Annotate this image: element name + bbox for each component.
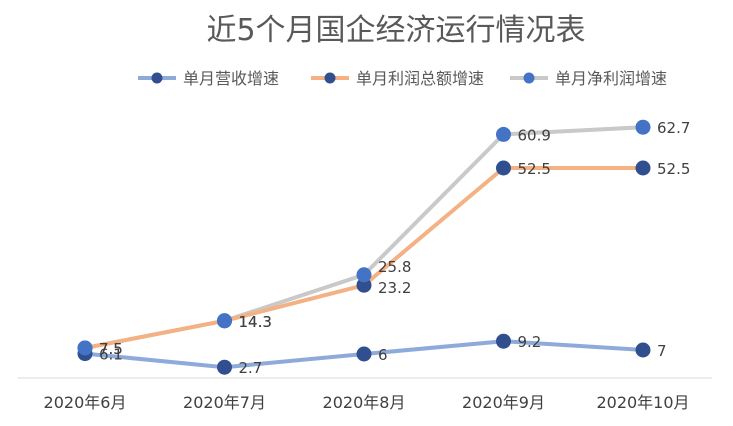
legend-swatch-marker bbox=[151, 72, 163, 84]
chart-title: 近5个月国企经济运行情况表 bbox=[206, 13, 585, 48]
data-label: 14.3 bbox=[239, 313, 272, 331]
data-label: 14.3 bbox=[239, 313, 272, 331]
data-point bbox=[496, 160, 511, 176]
data-label: 7 bbox=[657, 342, 667, 360]
data-label: 62.7 bbox=[657, 119, 690, 137]
x-tick-label: 2020年10月 bbox=[596, 393, 689, 412]
data-label: 2.7 bbox=[239, 359, 263, 377]
series-line bbox=[83, 125, 645, 350]
data-label: 23.2 bbox=[378, 279, 411, 297]
x-tick-label: 2020年8月 bbox=[323, 393, 406, 412]
x-tick-label: 2020年7月 bbox=[183, 393, 266, 412]
data-label: 60.9 bbox=[518, 126, 551, 144]
data-point bbox=[356, 346, 372, 362]
legend-swatch-marker bbox=[324, 72, 336, 84]
data-point bbox=[496, 333, 511, 349]
x-axis-tick-labels: 2020年6月 2020年7月 2020年8月 2020年9月 2020年10月 bbox=[44, 393, 690, 412]
data-point bbox=[77, 340, 93, 356]
legend-swatch-marker bbox=[523, 72, 535, 84]
legend: 单月营收增速 单月利润总额增速 单月净利润增速 bbox=[138, 69, 667, 88]
data-label: 25.8 bbox=[378, 258, 411, 276]
series-points bbox=[77, 119, 651, 375]
data-point bbox=[356, 277, 372, 293]
data-point bbox=[635, 119, 651, 135]
legend-label: 单月利润总额增速 bbox=[356, 69, 484, 88]
data-labels: 6.12.769.2 77.514.323.252.5 52.57.514.325.… bbox=[99, 119, 690, 377]
legend-label: 单月营收增速 bbox=[183, 69, 279, 88]
data-point bbox=[496, 126, 511, 142]
data-label: 6 bbox=[378, 346, 388, 364]
data-label: 52.5 bbox=[518, 160, 551, 178]
data-point bbox=[217, 359, 232, 375]
data-label: 7.5 bbox=[99, 340, 123, 358]
legend-label: 单月净利润增速 bbox=[555, 69, 667, 88]
data-point bbox=[635, 342, 651, 358]
x-tick-label: 2020年6月 bbox=[44, 393, 127, 412]
data-label: 7.5 bbox=[99, 340, 123, 358]
series-lines bbox=[83, 125, 645, 370]
data-label: 6.1 bbox=[99, 346, 123, 364]
series-line bbox=[83, 166, 645, 350]
data-label: 52.5 bbox=[657, 160, 690, 178]
x-tick-label: 2020年9月 bbox=[462, 393, 545, 412]
data-point bbox=[356, 267, 372, 283]
data-label: 9.2 bbox=[518, 333, 542, 351]
data-point bbox=[635, 160, 651, 176]
data-point bbox=[217, 313, 232, 329]
